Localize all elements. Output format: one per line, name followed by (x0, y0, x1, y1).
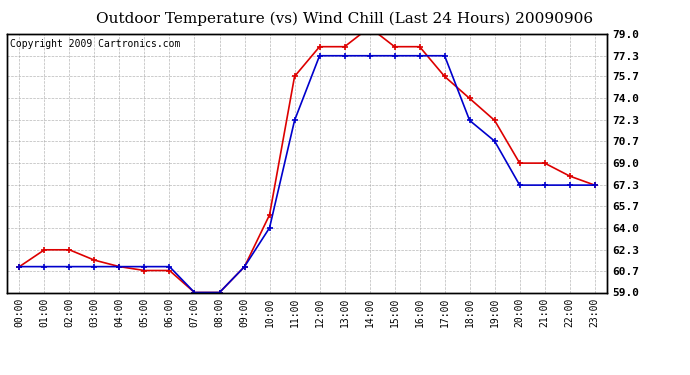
Text: Outdoor Temperature (vs) Wind Chill (Last 24 Hours) 20090906: Outdoor Temperature (vs) Wind Chill (Las… (97, 11, 593, 26)
Text: Copyright 2009 Cartronics.com: Copyright 2009 Cartronics.com (10, 39, 180, 49)
